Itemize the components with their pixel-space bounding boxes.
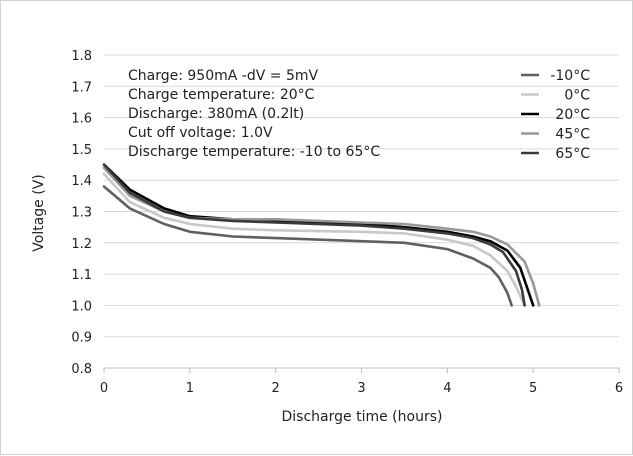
legend-label: 20°C	[555, 107, 590, 123]
y-tick-label: 1.6	[71, 112, 92, 127]
legend-label: -10°C	[550, 68, 590, 84]
annotation-block: Charge: 950mA -dV = 5mV Charge temperatur…	[128, 68, 380, 160]
x-tick-label: 5	[529, 381, 537, 396]
y-tick-label: 0.8	[71, 362, 92, 377]
series-line	[102, 185, 513, 307]
series-lines	[102, 163, 541, 307]
y-axis-label: Voltage (V)	[31, 174, 47, 251]
legend: -10°C 0°C 20°C 45°C 65°C	[521, 68, 590, 162]
x-tick-label: 4	[443, 381, 451, 396]
series-line	[102, 163, 526, 307]
x-tick-labels: 0 1 2 3 4 5 6	[100, 381, 623, 396]
y-tick-label: 1.4	[71, 174, 92, 189]
y-tick-label: 1.7	[71, 80, 92, 95]
legend-label: 65°C	[555, 146, 590, 162]
x-tick-label: 6	[615, 381, 623, 396]
x-tick-label: 1	[186, 381, 194, 396]
x-tick-label: 3	[357, 381, 365, 396]
series-line	[102, 172, 526, 307]
y-tick-labels: 0.8 0.9 1.0 1.1 1.2 1.3 1.4 1.5 1.6 1.7 1.8	[71, 49, 92, 377]
y-tick-label: 1.8	[71, 49, 92, 64]
x-tick-label: 0	[100, 381, 108, 396]
grid	[104, 54, 619, 338]
legend-label: 0°C	[564, 88, 590, 104]
x-tick-label: 2	[272, 381, 280, 396]
y-tick-label: 0.9	[71, 331, 92, 346]
legend-label: 45°C	[555, 127, 590, 143]
annotation-line: Discharge temperature: -10 to 65°C	[128, 144, 380, 160]
y-tick-label: 1.3	[71, 206, 92, 221]
axes	[103, 367, 620, 373]
y-tick-label: 1.0	[71, 299, 92, 314]
y-tick-label: 1.5	[71, 143, 92, 158]
annotation-line: Charge temperature: 20°C	[128, 87, 315, 103]
y-tick-label: 1.1	[71, 268, 92, 283]
y-tick-label: 1.2	[71, 237, 92, 252]
annotation-line: Discharge: 380mA (0.2lt)	[128, 106, 304, 122]
series-line	[102, 163, 535, 307]
annotation-line: Charge: 950mA -dV = 5mV	[128, 68, 318, 84]
x-axis-label: Discharge time (hours)	[282, 409, 443, 425]
annotation-line: Cut off voltage: 1.0V	[128, 125, 273, 141]
